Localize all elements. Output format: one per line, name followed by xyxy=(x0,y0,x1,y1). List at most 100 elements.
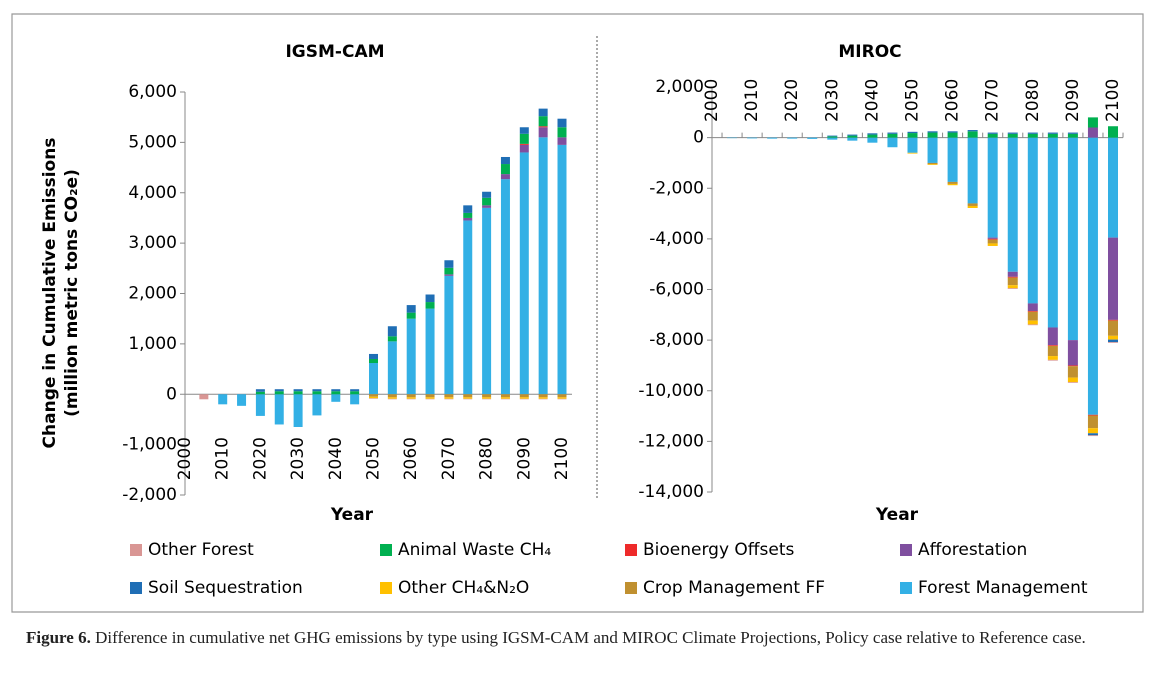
bar-segment xyxy=(463,220,473,395)
bar-segment xyxy=(927,162,938,165)
x-tick-label: 2090 xyxy=(514,437,534,480)
legend-swatch xyxy=(900,544,912,556)
bar-segment xyxy=(463,397,473,399)
y-axis-label: Change in Cumulative Emissions xyxy=(40,138,60,449)
y-tick-label: -2,000 xyxy=(122,485,177,505)
legend-label: Bioenergy Offsets xyxy=(643,540,794,560)
y-tick-label: 3,000 xyxy=(128,233,177,253)
bar-segment xyxy=(557,118,567,128)
x-tick-label: 2010 xyxy=(742,79,762,122)
bar-segment xyxy=(907,137,918,153)
bar-segment xyxy=(369,398,378,399)
bar-segment xyxy=(1047,345,1058,346)
bar-segment xyxy=(500,164,510,175)
bar-segment xyxy=(274,389,284,392)
bar-segment xyxy=(237,394,247,406)
bar-segment xyxy=(406,318,416,395)
bar-segment xyxy=(500,174,510,180)
bar-segment xyxy=(1067,377,1078,383)
bar-segment xyxy=(727,137,738,139)
bar-segment xyxy=(444,267,454,275)
bar-segment xyxy=(827,136,838,138)
y-tick-label: -4,000 xyxy=(649,229,704,249)
bar-segment xyxy=(482,207,492,395)
bar-segment xyxy=(425,398,435,400)
bar-segment xyxy=(1027,311,1038,321)
bar-segment xyxy=(557,127,567,138)
y-tick-label: 2,000 xyxy=(128,284,177,304)
bar-segment xyxy=(867,134,878,138)
bar-segment xyxy=(369,363,378,395)
bar-segment xyxy=(444,398,454,400)
bar-segment xyxy=(444,274,454,276)
bar-segment xyxy=(1007,285,1018,289)
caption-label: Figure 6. xyxy=(26,628,91,647)
bar-segment xyxy=(987,239,998,244)
y-tick-label: 1,000 xyxy=(128,334,177,354)
bar-segment xyxy=(538,137,548,395)
y-tick-label: -1,000 xyxy=(122,435,177,455)
legend-label: Other Forest xyxy=(148,540,254,560)
bar-segment xyxy=(500,156,510,165)
bar-segment xyxy=(847,134,858,136)
bar-segment xyxy=(1067,137,1078,341)
bar-segment xyxy=(255,391,265,395)
bar-segment xyxy=(350,394,360,405)
bar-segment xyxy=(1007,271,1018,277)
bar-segment xyxy=(1027,320,1038,325)
bar-segment xyxy=(1067,340,1078,366)
bar-segment xyxy=(1027,133,1038,138)
legend-swatch xyxy=(380,582,392,594)
legend-swatch xyxy=(130,582,142,594)
bar-segment xyxy=(907,133,918,138)
bar-segment xyxy=(218,394,228,405)
bar-segment xyxy=(907,131,918,134)
bar-segment xyxy=(987,133,998,138)
bar-segment xyxy=(312,391,322,395)
bar-segment xyxy=(425,394,435,398)
bar-segment xyxy=(1108,320,1118,336)
bar-segment xyxy=(967,131,978,138)
x-tick-label: 2000 xyxy=(175,437,195,480)
chart-title: IGSM-CAM xyxy=(285,42,384,62)
legend-label: Afforestation xyxy=(918,540,1027,560)
bar-segment xyxy=(1007,133,1018,138)
bar-segment xyxy=(406,397,416,399)
bar-segment xyxy=(538,108,548,117)
bar-segment xyxy=(1108,319,1118,321)
bar-segment xyxy=(1027,303,1038,312)
y-tick-label: -12,000 xyxy=(638,431,704,451)
bar-segment xyxy=(1047,327,1058,346)
x-tick-label: 2050 xyxy=(364,437,384,480)
bar-segment xyxy=(1087,414,1098,416)
legend-label: Animal Waste CH₄ xyxy=(398,540,551,560)
bar-segment xyxy=(1047,133,1058,138)
bar-segment xyxy=(1007,288,1018,289)
bar-segment xyxy=(482,197,492,206)
bar-segment xyxy=(331,389,341,392)
x-tick-label: 2090 xyxy=(1063,79,1083,122)
x-axis-label: Year xyxy=(875,505,919,525)
bar-segment xyxy=(1087,433,1098,436)
bar-segment xyxy=(199,394,209,400)
bar-segment xyxy=(927,137,938,163)
bar-segment xyxy=(350,389,360,392)
y-tick-label: -2,000 xyxy=(649,178,704,198)
bar-segment xyxy=(519,127,529,134)
bar-segment xyxy=(1027,137,1038,304)
legend-swatch xyxy=(130,544,142,556)
bar-segment xyxy=(538,126,548,128)
bar-segment xyxy=(1108,137,1118,238)
chart-title: MIROC xyxy=(838,42,901,62)
bar-segment xyxy=(519,397,529,399)
legend-label: Crop Management FF xyxy=(643,578,825,598)
y-tick-label: 4,000 xyxy=(128,183,177,203)
bar-segment xyxy=(1007,132,1018,134)
x-tick-label: 2040 xyxy=(326,437,346,480)
bar-segment xyxy=(274,391,284,395)
bar-segment xyxy=(387,398,397,400)
bar-segment xyxy=(947,181,958,184)
bar-segment xyxy=(967,203,978,206)
bar-segment xyxy=(967,205,978,208)
